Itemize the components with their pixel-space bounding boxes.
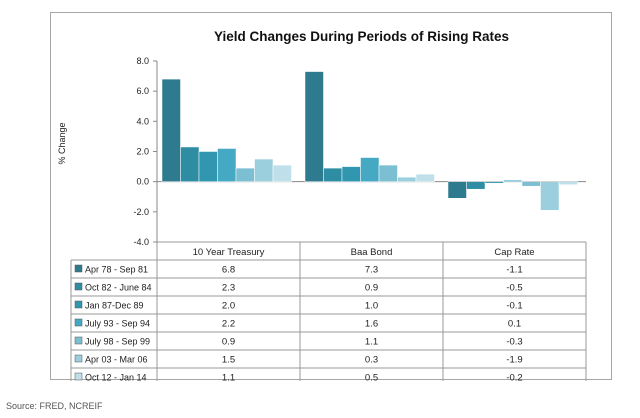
legend-swatch: [74, 264, 83, 273]
y-tick-label: -2.0: [133, 207, 149, 217]
bar: [161, 78, 181, 182]
bar: [180, 146, 200, 182]
category-label: Baa Bond: [351, 247, 393, 258]
bar: [341, 166, 361, 182]
source-note: Source: FRED, NCREIF: [6, 401, 103, 411]
bar-chart: Yield Changes During Periods of Rising R…: [57, 29, 587, 382]
y-tick-label: 2.0: [136, 147, 149, 157]
bar: [540, 181, 560, 211]
bar: [323, 167, 343, 182]
data-value: -0.2: [506, 373, 522, 382]
data-value: 2.2: [222, 319, 235, 330]
bar: [503, 179, 523, 182]
legend-swatch: [74, 354, 83, 363]
bar: [304, 71, 324, 182]
y-tick-label: 8.0: [136, 56, 149, 66]
bar: [558, 181, 578, 185]
y-axis-label: % Change: [57, 122, 67, 164]
data-value: 1.1: [365, 337, 378, 348]
legend-swatch: [74, 282, 83, 291]
data-value: 6.8: [222, 265, 235, 276]
legend-label: July 98 - Sep 99: [85, 337, 150, 347]
data-value: 0.9: [365, 283, 378, 294]
data-value: 0.5: [365, 373, 378, 382]
chart-title: Yield Changes During Periods of Rising R…: [214, 29, 509, 44]
data-value: 1.5: [222, 355, 235, 366]
bar: [272, 164, 292, 182]
y-tick-label: -4.0: [133, 237, 149, 247]
bar: [235, 167, 255, 182]
category-label: Cap Rate: [494, 247, 534, 258]
data-value: 1.0: [365, 301, 378, 312]
legend-swatch: [74, 336, 83, 345]
y-tick-label: 4.0: [136, 116, 149, 126]
data-value: -0.3: [506, 337, 522, 348]
legend-swatch: [74, 372, 83, 381]
legend-label: Oct 12 - Jan 14: [85, 373, 147, 382]
bar: [521, 181, 541, 187]
data-value: 1.1: [222, 373, 235, 382]
bar: [254, 158, 274, 182]
legend-label: July 93 - Sep 94: [85, 319, 150, 329]
y-tick-label: 6.0: [136, 86, 149, 96]
bar: [198, 151, 218, 182]
bar: [378, 164, 398, 182]
legend-label: Apr 03 - Mar 06: [85, 355, 148, 365]
y-tick-label: 0.0: [136, 177, 149, 187]
data-value: -1.9: [506, 355, 522, 366]
bar: [415, 173, 435, 182]
category-label: 10 Year Treasury: [193, 247, 265, 258]
bar: [217, 148, 237, 182]
data-value: 0.3: [365, 355, 378, 366]
legend-swatch: [74, 318, 83, 327]
data-value: -0.1: [506, 301, 522, 312]
legend-label: Jan 87-Dec 89: [85, 301, 144, 311]
bar: [360, 157, 380, 182]
bar: [397, 176, 417, 182]
data-value: 2.0: [222, 301, 235, 312]
data-value: 1.6: [365, 319, 378, 330]
bar: [484, 181, 504, 184]
legend-label: Oct 82 - June 84: [85, 283, 152, 293]
data-value: -1.1: [506, 265, 522, 276]
data-value: 2.3: [222, 283, 235, 294]
data-value: 0.1: [508, 319, 521, 330]
data-value: 7.3: [365, 265, 378, 276]
bar: [466, 181, 486, 190]
data-value: -0.5: [506, 283, 522, 294]
legend-label: Apr 78 - Sep 81: [85, 265, 148, 275]
data-value: 0.9: [222, 337, 235, 348]
bar: [447, 181, 467, 199]
chart-frame: Yield Changes During Periods of Rising R…: [50, 12, 612, 382]
legend-swatch: [74, 300, 83, 309]
